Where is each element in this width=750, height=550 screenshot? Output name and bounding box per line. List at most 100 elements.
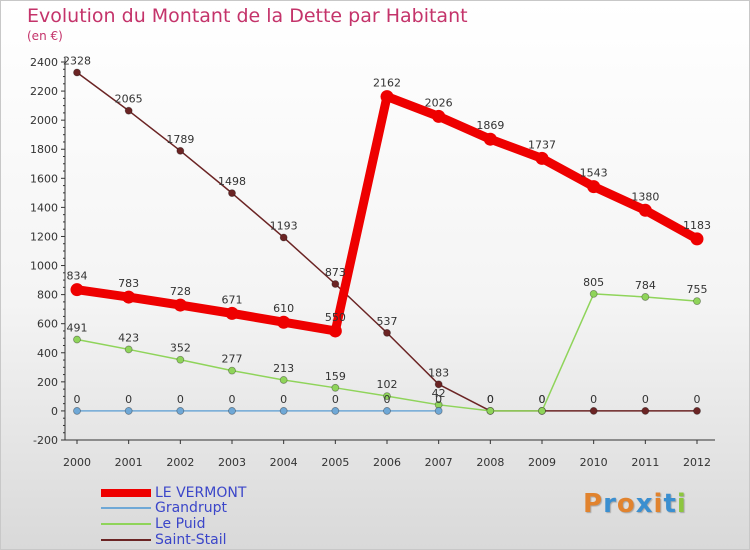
data-label-saint-stail: 2065: [115, 93, 143, 106]
series-line-saint-stail: [76, 71, 698, 412]
data-label-grandrupt: 0: [280, 393, 287, 406]
x-tick-label: 2009: [528, 456, 556, 469]
legend-label-le-vermont: LE VERMONT: [155, 485, 247, 501]
data-label-grandrupt: 0: [74, 393, 81, 406]
y-tick-label: 1800: [30, 143, 58, 156]
data-point-grandrupt: [383, 407, 391, 415]
data-label-le-vermont: 728: [170, 285, 191, 298]
data-point-le-puid: [176, 355, 185, 364]
data-point-le-puid: [383, 392, 391, 400]
logo-letter: i: [676, 489, 687, 519]
x-tick-label: 2011: [631, 456, 659, 469]
data-label-le-vermont: 1183: [683, 219, 711, 232]
data-label-le-vermont: 1869: [476, 119, 504, 132]
proxiti-logo: Proxiti: [583, 489, 687, 519]
data-label-saint-stail: 0: [539, 393, 546, 406]
data-label-grandrupt: 0: [435, 393, 442, 406]
legend-swatch-saint-stail: [101, 539, 151, 541]
data-point-le-vermont: [173, 298, 187, 312]
x-tick-label: 2002: [166, 456, 194, 469]
data-point-saint-stail: [124, 106, 133, 115]
data-point-saint-stail: [641, 407, 650, 415]
data-label-le-vermont: 671: [222, 293, 243, 306]
data-point-le-vermont: [70, 283, 84, 297]
data-label-le-puid: 491: [67, 322, 88, 335]
y-tick-label: 800: [37, 289, 58, 302]
data-point-le-puid: [73, 335, 81, 344]
legend-swatch-grandrupt: [101, 507, 151, 509]
data-label-le-vermont: 1737: [528, 138, 556, 151]
data-label-saint-stail: 2328: [63, 54, 91, 67]
y-tick-label: 2400: [30, 56, 58, 69]
data-label-grandrupt: 0: [125, 393, 132, 406]
data-label-le-vermont: 2026: [425, 96, 453, 109]
chart-title: Evolution du Montant de la Dette par Hab…: [27, 5, 468, 27]
x-tick-label: 2007: [425, 456, 453, 469]
y-tick-label: 1400: [30, 201, 58, 214]
data-point-grandrupt: [331, 407, 340, 415]
chart-subtitle: (en €): [27, 29, 63, 43]
logo-letter: r: [603, 489, 617, 519]
data-point-grandrupt: [279, 407, 288, 415]
y-tick-label: 2200: [30, 85, 58, 98]
y-tick-label: 1000: [30, 260, 58, 273]
y-tick-label: 200: [37, 376, 58, 389]
data-label-le-puid: 805: [583, 276, 604, 289]
logo-letter: P: [583, 489, 604, 519]
data-label-saint-stail: 873: [325, 266, 346, 279]
legend-label-le-puid: Le Puid: [155, 516, 206, 532]
data-label-le-puid: 42: [432, 387, 446, 400]
data-point-le-vermont: [122, 290, 136, 304]
data-point-grandrupt: [73, 407, 81, 415]
data-point-saint-stail: [434, 380, 443, 389]
data-point-le-vermont: [638, 203, 652, 217]
data-point-le-vermont: [432, 109, 446, 123]
data-label-grandrupt: 0: [332, 393, 339, 406]
data-point-le-vermont: [535, 151, 549, 165]
data-point-le-vermont: [328, 324, 342, 338]
data-point-le-puid: [589, 289, 598, 298]
data-label-saint-stail: 0: [642, 393, 649, 406]
axes: -200020040060080010001200140016001800200…: [30, 56, 715, 469]
data-point-le-vermont: [587, 180, 601, 194]
data-point-le-vermont: [483, 132, 497, 146]
data-label-grandrupt: 0: [384, 393, 391, 406]
data-label-le-puid: 784: [635, 279, 656, 292]
logo-letter: t: [663, 489, 677, 519]
x-tick-label: 2003: [218, 456, 246, 469]
logo-letter: x: [635, 489, 654, 519]
x-tick-label: 2012: [683, 456, 711, 469]
data-point-grandrupt: [228, 407, 236, 415]
x-tick-label: 2001: [115, 456, 143, 469]
x-tick-label: 2005: [321, 456, 349, 469]
data-label-le-puid: 213: [273, 362, 294, 375]
legend-label-saint-stail: Saint-Stail: [155, 532, 227, 548]
data-label-le-puid: 0: [487, 393, 494, 406]
data-point-le-puid: [641, 293, 650, 301]
data-label-saint-stail: 0: [694, 393, 701, 406]
legend-item-le-vermont: LE VERMONT: [101, 485, 341, 501]
data-label-saint-stail: 1193: [270, 219, 298, 232]
legend-item-le-puid: Le Puid: [101, 516, 341, 532]
data-point-grandrupt: [176, 407, 185, 415]
data-label-le-vermont: 550: [325, 311, 346, 324]
series-le-vermont: [70, 90, 704, 338]
data-label-le-vermont: 610: [273, 302, 294, 315]
x-tick-label: 2006: [373, 456, 401, 469]
series-layer: [70, 68, 704, 415]
logo-letter: o: [616, 489, 636, 519]
data-point-le-puid: [331, 383, 340, 392]
data-point-grandrupt: [434, 407, 443, 415]
x-tick-label: 2008: [476, 456, 504, 469]
data-label-le-vermont: 783: [118, 277, 139, 290]
y-tick-label: 1200: [30, 230, 58, 243]
x-tick-label: 2010: [580, 456, 608, 469]
legend-item-grandrupt: Grandrupt: [101, 500, 341, 516]
series-saint-stail: [73, 68, 701, 415]
data-label-le-puid: 755: [687, 283, 708, 296]
data-point-saint-stail: [73, 68, 81, 77]
data-point-le-vermont: [690, 232, 704, 246]
